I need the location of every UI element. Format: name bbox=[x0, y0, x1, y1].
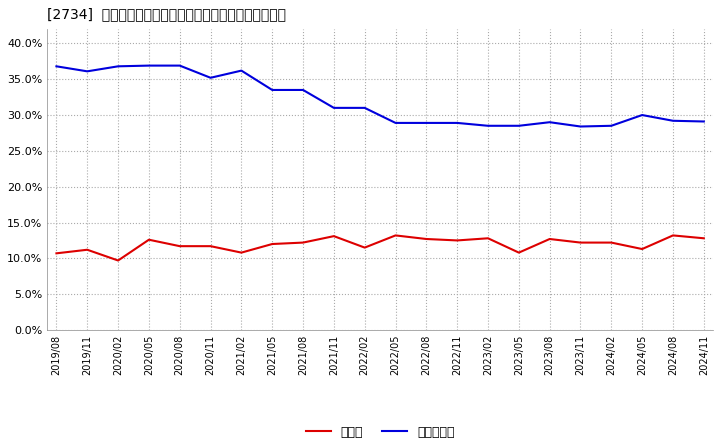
有利子負債 bbox=[237, 68, 246, 73]
現顔金 bbox=[114, 258, 122, 263]
有利子負債 bbox=[145, 63, 153, 68]
現顔金 bbox=[638, 246, 647, 252]
有利子負債 bbox=[545, 120, 554, 125]
現顔金 bbox=[484, 236, 492, 241]
有利子負債 bbox=[391, 120, 400, 125]
有利子負債 bbox=[453, 120, 462, 125]
現顔金 bbox=[361, 245, 369, 250]
有利子負債 bbox=[669, 118, 678, 123]
現顔金 bbox=[700, 236, 708, 241]
有利子負債 bbox=[299, 87, 307, 92]
有利子負債 bbox=[515, 123, 523, 128]
現顔金 bbox=[206, 243, 215, 249]
有利子負債 bbox=[361, 105, 369, 110]
現顔金 bbox=[515, 250, 523, 255]
現顔金 bbox=[268, 242, 276, 247]
現顔金 bbox=[607, 240, 616, 245]
Legend: 現顔金, 有利子負債: 現顔金, 有利子負債 bbox=[301, 421, 459, 440]
現顔金 bbox=[237, 250, 246, 255]
現顔金 bbox=[669, 233, 678, 238]
現顔金 bbox=[145, 237, 153, 242]
現顔金 bbox=[330, 234, 338, 239]
Text: [2734]  現顔金、有利子負債の総資産に対する比率の推移: [2734] 現顔金、有利子負債の総資産に対する比率の推移 bbox=[48, 7, 286, 21]
有利子負債 bbox=[268, 87, 276, 92]
現顔金 bbox=[299, 240, 307, 245]
有利子負債 bbox=[330, 105, 338, 110]
Line: 現顔金: 現顔金 bbox=[56, 235, 704, 260]
有利子負債 bbox=[638, 112, 647, 117]
現顔金 bbox=[545, 236, 554, 242]
現顔金 bbox=[453, 238, 462, 243]
現顔金 bbox=[576, 240, 585, 245]
有利子負債 bbox=[83, 69, 91, 74]
有利子負債 bbox=[576, 124, 585, 129]
有利子負債 bbox=[607, 123, 616, 128]
有利子負債 bbox=[700, 119, 708, 124]
有利子負債 bbox=[176, 63, 184, 68]
有利子負債 bbox=[206, 75, 215, 81]
現顔金 bbox=[52, 251, 60, 256]
有利子負債 bbox=[484, 123, 492, 128]
現顔金 bbox=[391, 233, 400, 238]
現顔金 bbox=[422, 236, 431, 242]
現顔金 bbox=[83, 247, 91, 253]
有利子負債 bbox=[114, 64, 122, 69]
有利子負債 bbox=[422, 120, 431, 125]
Line: 有利子負債: 有利子負債 bbox=[56, 66, 704, 127]
有利子負債 bbox=[52, 64, 60, 69]
現顔金 bbox=[176, 243, 184, 249]
